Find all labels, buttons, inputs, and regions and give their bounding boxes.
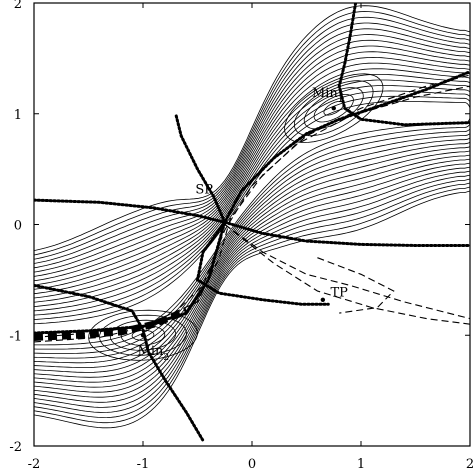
x-tick-label: 0 [248,457,256,472]
contour-line [34,95,470,350]
contour-ellipse [284,73,384,144]
contour-line [34,11,470,424]
annotation-label: Min2 [138,344,170,363]
contour-ellipse [88,309,198,361]
contour-line [34,68,470,373]
contour-line [34,16,470,419]
contour-lines [34,5,470,429]
contour-ellipse [303,87,364,130]
contour-line [34,56,470,383]
dashed-curve [224,224,470,320]
dotted-curve [174,112,227,224]
annotations: Min1 SP TP Min2 [138,86,349,363]
contour-line [34,90,470,354]
x-tick-label: -2 [28,457,41,472]
y-tick-label: -1 [9,329,22,344]
dashed-curve [317,257,395,314]
contour-line [34,79,470,364]
dotted-curve [337,3,470,127]
contour-line [34,39,470,398]
dotted-curve [223,220,470,247]
dotted-curve [195,220,330,306]
annotation-label: TP [330,285,348,300]
contour-line [34,101,470,346]
contour-ellipse [323,100,345,116]
contour-line [34,62,470,378]
annotation-label: SP [195,182,213,197]
annotation-label: Min1 [312,86,344,105]
critical-point-marker [331,106,336,111]
x-tick-label: 1 [357,457,365,472]
critical-point-marker [222,220,227,225]
contour-line [34,74,470,368]
dotted-curve [34,283,205,442]
contour-ellipse [131,329,155,341]
dashed-band [34,307,188,341]
contour-line [34,28,470,408]
x-tick-label: 2 [466,457,474,472]
contour-line [34,51,470,388]
y-tick-label: 2 [14,0,22,12]
dashed-curve [224,224,470,325]
contour-line [34,45,470,393]
x-tick-label: -1 [137,457,150,472]
axis-ticks: -2 -1 0 1 2 2 1 0 -1 -2 [9,0,474,472]
contour-line [34,34,470,403]
contour-line [34,85,470,359]
contour-line [34,5,470,429]
y-tick-label: 1 [14,108,22,123]
critical-point-marker [140,333,146,338]
dotted-curves [34,3,470,442]
dotted-curve [34,198,227,224]
y-tick-label: 0 [14,219,22,234]
critical-point-marker [320,297,326,303]
y-tick-label: -2 [9,440,22,455]
